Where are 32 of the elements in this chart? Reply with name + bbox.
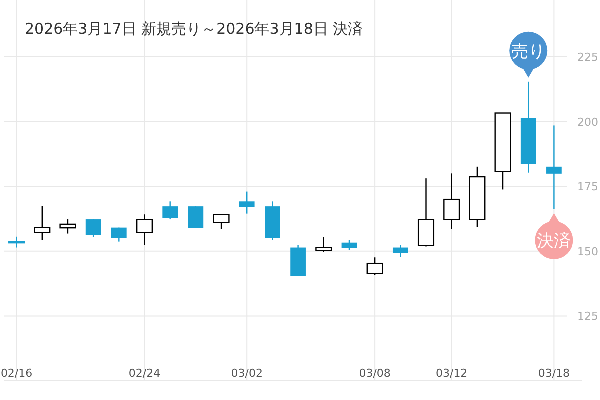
annotation: 売り [512,42,546,62]
candlestick [60,218,76,234]
annotation: 売り [510,32,548,78]
x-tick-label: 02/16 [0,367,33,380]
candlestick [239,191,255,214]
candlestick [86,218,102,238]
candlestick [111,227,127,242]
x-tick-label: 03/18 [538,367,570,380]
y-tick-label: 125 [578,310,598,324]
x-tick-label: 03/12 [436,367,468,380]
candlestick [366,257,384,276]
annotation: 決済 [537,231,572,252]
x-tick-label: 02/24 [128,367,161,380]
y-tick-label: 200 [578,116,598,129]
candlestick [34,206,51,241]
candlestick [136,214,154,246]
candlestick [392,244,408,258]
candlestick [188,206,204,229]
x-tick-label: 03/08 [359,367,391,380]
x-tick-label: 03/02 [231,367,263,380]
candlestick [213,214,230,230]
candlestick [162,201,178,220]
candlestick [342,240,358,251]
y-tick-label: 150 [578,245,598,258]
candlestick [444,173,460,230]
y-tick-label: 225 [578,51,598,64]
candlestick [8,236,26,248]
text: 2026年3月17日 新規売り～2026年3月18日 決済 [25,20,364,38]
candlestick [316,236,332,253]
candlestick [546,125,562,210]
y-tick-label: 175 [578,180,598,194]
annotation: 決済 [535,213,574,260]
